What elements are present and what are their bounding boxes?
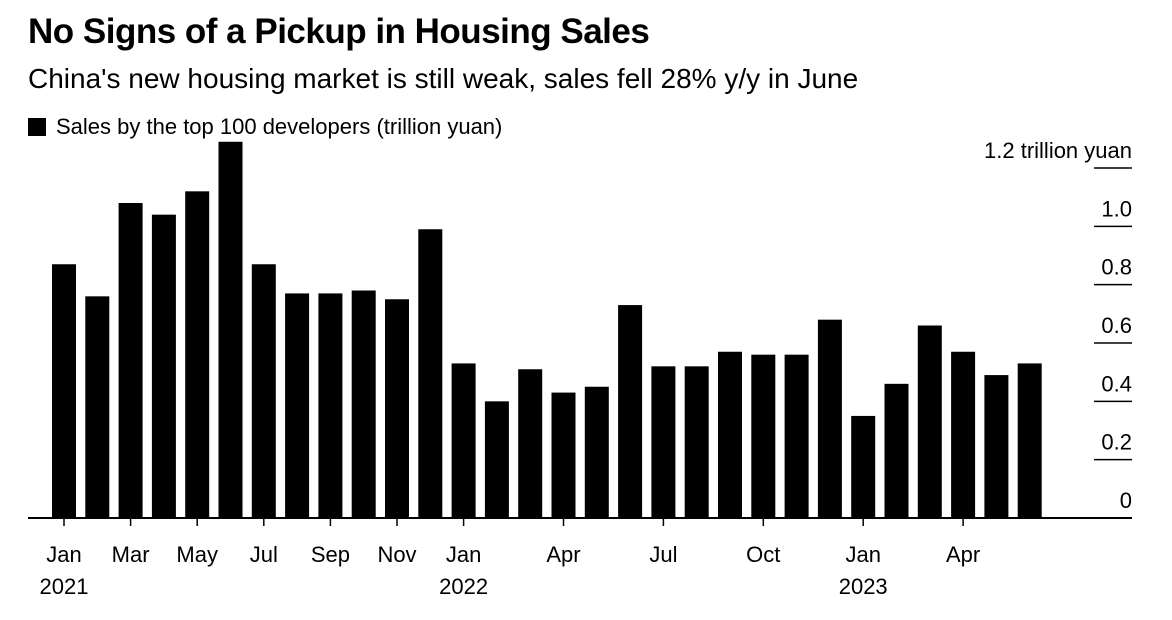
x-tick-label-month: Oct: [746, 542, 780, 567]
x-axis: Jan 2021 Mar May Jul Sep Nov Jan 2022 Apr Jul Oct Ja…: [28, 517, 1132, 599]
bar-2022-02: [484, 401, 509, 518]
x-tick-label-month: Apr: [546, 542, 580, 567]
x-tick-label-month: Jan: [845, 542, 880, 567]
x-tick-label-month: Jul: [649, 542, 677, 567]
bar-2023-06: [1017, 363, 1042, 518]
legend: Sales by the top 100 developers (trillio…: [28, 114, 502, 140]
bar-2022-05: [584, 386, 609, 518]
x-tick-label-month: Sep: [311, 542, 350, 567]
bar-2021-05: [185, 191, 210, 519]
bar-2022-11: [784, 354, 809, 518]
bar-2021-10: [351, 290, 376, 518]
bar-2021-09: [318, 293, 343, 518]
y-tick-label: 0.8: [1101, 255, 1132, 280]
legend-label: Sales by the top 100 developers (trillio…: [56, 114, 503, 139]
y-tick-label: 1.2 trillion yuan: [984, 138, 1132, 163]
bar-2022-07: [651, 366, 676, 518]
bar-2021-06: [218, 141, 243, 518]
bar-2022-12: [817, 319, 842, 518]
x-tick-label-month: May: [176, 542, 218, 567]
bar-2022-03: [518, 369, 543, 518]
bar-2023-01: [851, 415, 876, 518]
bar-2021-03: [118, 203, 143, 518]
chart-title: No Signs of a Pickup in Housing Sales: [28, 12, 650, 51]
bar-2022-10: [751, 354, 776, 518]
bar-2022-08: [684, 366, 709, 518]
x-tick-label-month: Mar: [112, 542, 150, 567]
bar-2021-11: [385, 299, 409, 518]
bar-2022-04: [551, 392, 576, 518]
y-tick-label: 0.6: [1101, 313, 1132, 338]
legend-swatch: [28, 118, 46, 136]
y-tick-label: 0.4: [1101, 371, 1132, 396]
bar-2023-02: [884, 383, 909, 518]
bar-2021-08: [285, 293, 310, 518]
x-tick-label-year: 2021: [40, 574, 89, 599]
chart-subtitle: China's new housing market is still weak…: [28, 63, 859, 94]
x-tick-label-month: Nov: [377, 542, 416, 567]
x-tick-label-month: Apr: [946, 542, 980, 567]
y-tick-label: 0.2: [1101, 430, 1132, 455]
y-tick-label: 0: [1120, 488, 1132, 513]
x-tick-label-month: Jul: [250, 542, 278, 567]
bar-2023-03: [917, 325, 942, 518]
bar-2022-09: [718, 351, 742, 518]
bar-2021-01: [52, 264, 76, 518]
x-tick-label-month: Jan: [46, 542, 81, 567]
bars: [52, 141, 1042, 519]
bar-2023-05: [984, 375, 1009, 518]
bar-2022-06: [618, 305, 643, 518]
x-tick-label-year: 2023: [839, 574, 888, 599]
bar-2023-04: [951, 351, 976, 518]
bar-2022-01: [451, 363, 476, 518]
x-tick-label-year: 2022: [439, 574, 488, 599]
x-tick-label-month: Jan: [446, 542, 481, 567]
bar-2021-12: [418, 229, 443, 518]
bar-2021-07: [251, 264, 276, 518]
bar-2021-02: [85, 296, 110, 518]
y-tick-label: 1.0: [1101, 196, 1132, 221]
y-axis: 0 0.2 0.4 0.6 0.8 1.0 1.2 trillion yuan: [984, 138, 1132, 513]
bar-2021-04: [151, 214, 176, 518]
